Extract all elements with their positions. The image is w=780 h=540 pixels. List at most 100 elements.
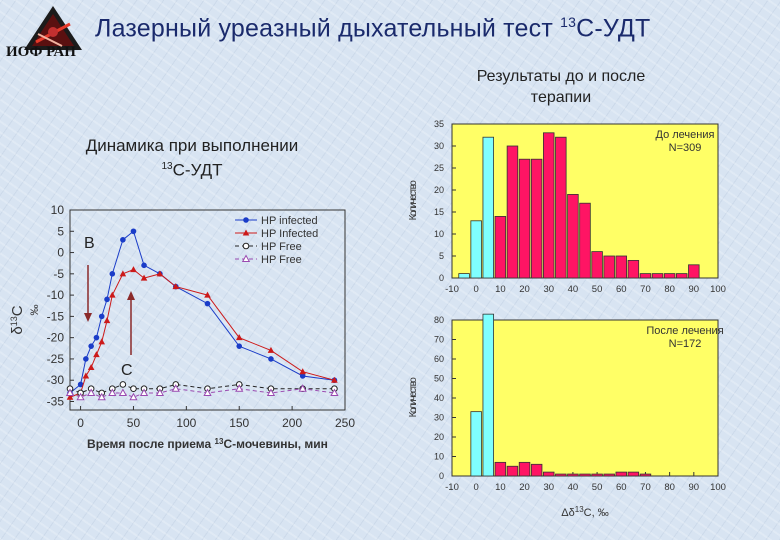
data-point <box>204 300 211 307</box>
x-tick-label: 60 <box>616 482 627 493</box>
y-tick-label: 50 <box>434 374 444 384</box>
y-tick-label: -30 <box>47 373 65 387</box>
y-axis-label: Количество <box>408 180 419 221</box>
data-point <box>118 388 128 396</box>
data-point <box>109 291 116 298</box>
y-tick-label: 70 <box>434 335 444 345</box>
bar-positive <box>543 132 555 279</box>
data-point <box>171 384 180 392</box>
data-point <box>330 388 339 396</box>
data-point <box>155 388 165 396</box>
x-tick-label: 90 <box>689 482 700 493</box>
bar-positive <box>555 473 567 477</box>
data-point <box>76 392 85 401</box>
bar-positive <box>567 473 579 477</box>
y-tick-label: -35 <box>47 394 65 408</box>
data-point <box>108 388 117 396</box>
y-tick-label: 30 <box>434 141 444 151</box>
y-tick-label: 0 <box>57 246 64 260</box>
arrow-c-head <box>127 291 135 300</box>
y-tick-label: 80 <box>434 315 444 325</box>
bar-negative <box>458 273 470 279</box>
data-point <box>98 338 106 345</box>
bar-positive <box>518 158 531 279</box>
y-tick-label: -10 <box>47 288 65 302</box>
data-point <box>83 356 89 362</box>
data-point <box>104 296 110 303</box>
x-tick-label: 90 <box>689 284 700 295</box>
data-point <box>120 236 126 243</box>
data-point <box>130 385 137 393</box>
x-tick-label: 40 <box>568 284 579 295</box>
bar-positive <box>518 461 531 477</box>
x-tick-label: -10 <box>445 482 459 493</box>
y-tick-label: -5 <box>53 267 64 281</box>
data-point <box>243 217 249 223</box>
plot-frame <box>69 209 346 411</box>
x-tick-label: 0 <box>474 284 479 295</box>
data-point <box>203 388 212 396</box>
x-tick-label: 70 <box>640 482 651 493</box>
data-point <box>299 368 306 375</box>
y-tick-label: 5 <box>57 224 64 238</box>
data-point <box>129 392 138 401</box>
bar-negative <box>482 313 494 477</box>
data-point <box>241 254 251 262</box>
y-tick-label: 0 <box>439 273 444 283</box>
chart-title: После лечения <box>646 325 723 337</box>
y-tick-label: 5 <box>439 251 444 261</box>
y-tick-label: 15 <box>434 207 444 217</box>
x-tick-label: 10 <box>495 482 506 493</box>
plot-area <box>451 319 719 477</box>
data-point <box>82 372 90 379</box>
x-tick-label: 40 <box>568 482 579 493</box>
data-point <box>172 283 180 290</box>
bar-positive <box>579 202 591 279</box>
x-tick-label: 80 <box>664 284 675 295</box>
data-point <box>119 270 127 277</box>
bar-positive <box>603 473 615 477</box>
data-point <box>141 262 147 269</box>
x-tick-label: 200 <box>282 416 302 430</box>
bar-positive <box>651 273 664 279</box>
y-axis-unit: ‰ <box>29 305 41 316</box>
bar-negative <box>482 136 494 279</box>
data-point <box>119 381 127 388</box>
x-tick-label: 100 <box>176 416 196 430</box>
y-axis-label: Количество <box>408 377 419 418</box>
legend-entry: HP Infected <box>261 228 318 240</box>
data-point <box>93 351 100 358</box>
data-point <box>77 381 84 388</box>
data-point <box>139 388 149 396</box>
bar-positive <box>506 465 519 477</box>
series-3 <box>65 384 339 401</box>
x-tick-label: 100 <box>710 482 726 493</box>
bar-positive <box>555 136 567 279</box>
bar-negative <box>470 411 482 477</box>
y-tick-label: 40 <box>434 393 444 403</box>
data-point <box>242 229 250 236</box>
data-point <box>93 334 100 341</box>
y-tick-label: -25 <box>47 352 65 366</box>
bar-positive <box>494 216 507 279</box>
bar-positive <box>591 251 603 279</box>
data-point <box>97 392 106 401</box>
x-tick-label: 20 <box>519 482 530 493</box>
x-tick-label: 250 <box>335 416 355 430</box>
x-tick-label: 50 <box>127 416 141 430</box>
series-2 <box>66 381 338 397</box>
y-tick-label: 0 <box>439 471 444 481</box>
bar-positive <box>627 259 640 279</box>
y-tick-label: 30 <box>434 413 444 423</box>
y-tick-label: 10 <box>51 203 65 217</box>
data-point <box>331 376 338 383</box>
x-tick-label: 20 <box>519 284 530 295</box>
bar-positive <box>663 273 676 279</box>
data-point <box>65 388 75 396</box>
x-tick-label: 10 <box>495 284 506 295</box>
bar-positive <box>567 194 579 279</box>
data-point <box>130 228 137 235</box>
data-point <box>87 388 96 396</box>
data-point <box>130 266 137 273</box>
